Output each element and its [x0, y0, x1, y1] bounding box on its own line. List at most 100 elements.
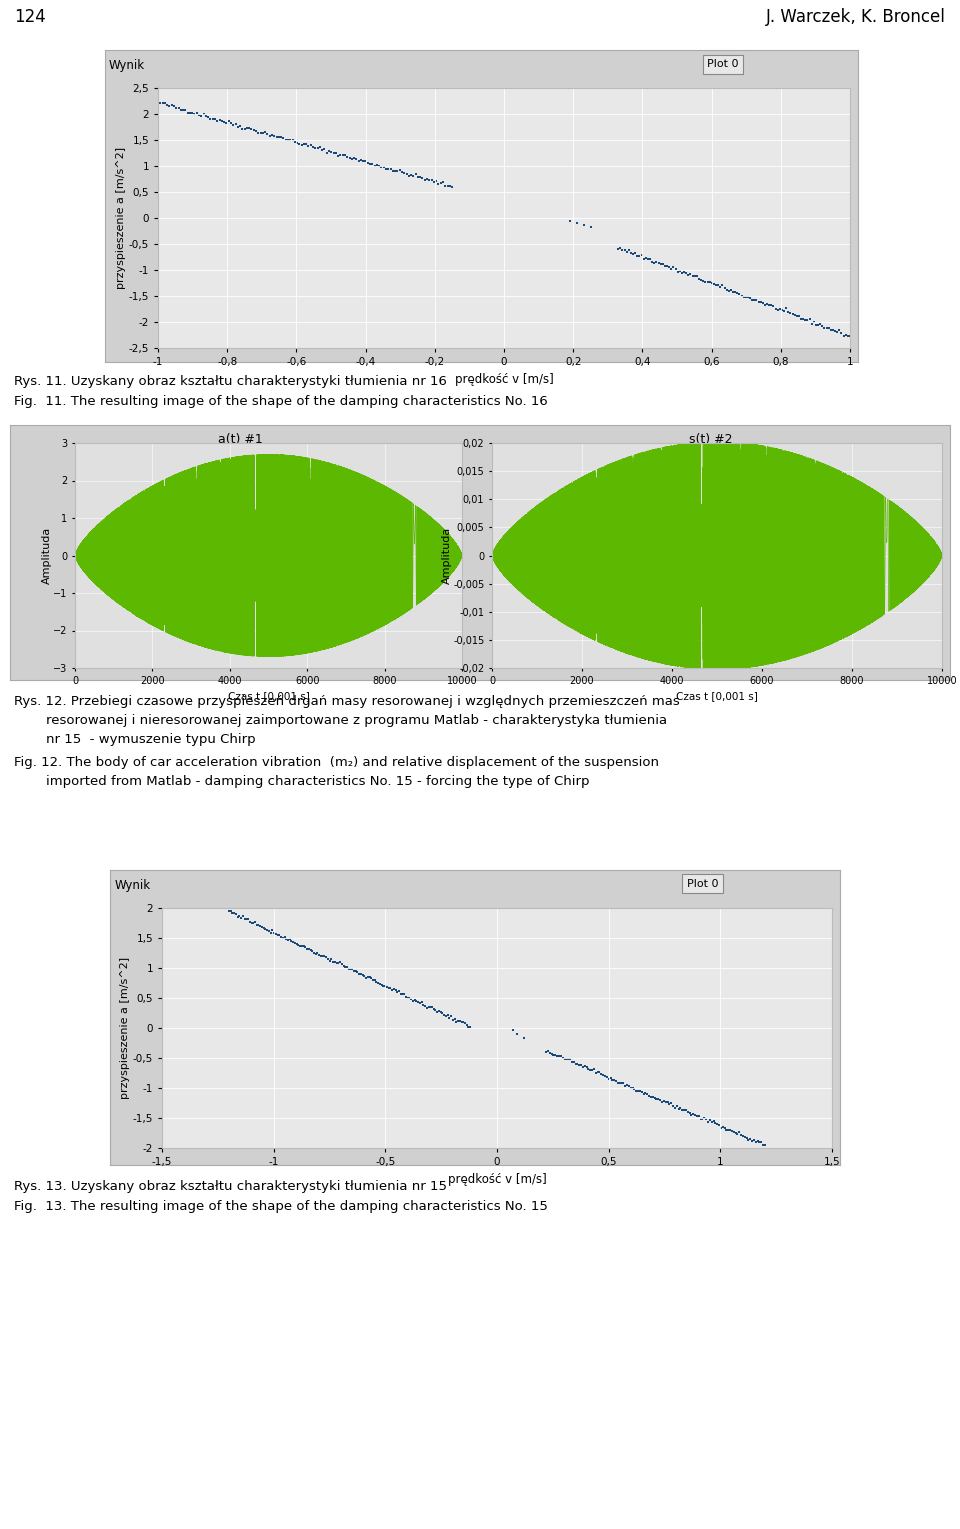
- Point: [661, 255, 677, 280]
- Point: [259, 917, 275, 942]
- Point: [294, 133, 309, 157]
- Point: [655, 1090, 670, 1115]
- Point: [300, 133, 316, 157]
- Point: [738, 284, 754, 309]
- Point: [293, 934, 308, 959]
- Point: [315, 943, 330, 968]
- Point: [649, 249, 664, 274]
- Point: [663, 1092, 679, 1116]
- Point: [228, 112, 243, 136]
- Point: [307, 136, 323, 161]
- Point: [347, 145, 362, 170]
- Point: [403, 162, 419, 187]
- Point: [235, 904, 251, 928]
- Point: [726, 280, 741, 304]
- Point: [226, 113, 241, 138]
- Text: J. Warczek, K. Broncel: J. Warczek, K. Broncel: [766, 8, 946, 26]
- Point: [569, 1052, 585, 1076]
- Point: [233, 907, 249, 931]
- Point: [312, 135, 327, 159]
- Point: [302, 937, 318, 962]
- Point: [285, 128, 300, 153]
- Point: [189, 101, 204, 125]
- Point: [782, 300, 798, 324]
- Point: [612, 1070, 628, 1095]
- Text: Plot 0: Plot 0: [686, 879, 718, 888]
- Text: Fig. 12. The body of car acceleration vibration  (m₂) and relative displacement : Fig. 12. The body of car acceleration vi…: [14, 755, 659, 769]
- Point: [329, 951, 345, 976]
- Point: [579, 1055, 594, 1079]
- Point: [358, 148, 373, 173]
- Point: [304, 939, 320, 963]
- Point: [184, 101, 200, 125]
- Point: [689, 1104, 705, 1128]
- Point: [322, 139, 337, 164]
- Point: [230, 905, 246, 930]
- Point: [262, 124, 277, 148]
- Point: [355, 963, 371, 988]
- Point: [337, 142, 352, 167]
- Point: [330, 951, 346, 976]
- Point: [371, 971, 386, 995]
- Point: [675, 1098, 690, 1122]
- Point: [840, 324, 855, 349]
- Point: [730, 281, 745, 306]
- Point: [306, 940, 322, 965]
- Point: [743, 1127, 758, 1151]
- Point: [759, 292, 775, 317]
- Point: [257, 121, 273, 145]
- Point: [747, 287, 762, 312]
- Text: Wynik: Wynik: [108, 60, 145, 72]
- Point: [733, 1124, 749, 1148]
- Point: [563, 1047, 578, 1072]
- Point: [417, 168, 432, 193]
- Point: [196, 102, 211, 127]
- Point: [651, 1087, 666, 1112]
- Point: [796, 307, 811, 332]
- Point: [834, 321, 850, 346]
- Point: [741, 1127, 756, 1151]
- Point: [412, 991, 427, 1015]
- Point: [505, 1018, 520, 1043]
- Point: [461, 1015, 476, 1040]
- Point: [227, 901, 242, 925]
- Point: [244, 910, 259, 934]
- Point: [180, 101, 195, 125]
- Point: [265, 917, 280, 942]
- Point: [194, 104, 209, 128]
- Point: [330, 144, 346, 168]
- Point: [660, 1090, 675, 1115]
- Point: [413, 165, 428, 190]
- Point: [706, 1109, 721, 1133]
- Point: [663, 257, 679, 281]
- Point: [287, 130, 302, 154]
- Point: [203, 107, 218, 131]
- Point: [752, 1130, 767, 1154]
- Point: [621, 1073, 636, 1098]
- Point: [553, 1043, 568, 1067]
- Point: [588, 1061, 604, 1086]
- Point: [308, 942, 324, 966]
- Point: [756, 1133, 771, 1157]
- Point: [635, 1079, 650, 1104]
- Text: 124: 124: [14, 8, 46, 26]
- Point: [745, 287, 760, 312]
- Point: [335, 142, 350, 167]
- Point: [657, 1089, 672, 1113]
- Point: [640, 246, 656, 271]
- Point: [292, 131, 307, 156]
- Point: [443, 174, 458, 199]
- Point: [385, 159, 400, 183]
- Point: [711, 1113, 727, 1138]
- Point: [800, 307, 815, 332]
- Point: [187, 102, 203, 127]
- Point: [793, 306, 808, 330]
- Point: [357, 963, 372, 988]
- Point: [254, 914, 270, 939]
- Point: [658, 254, 673, 278]
- Point: [713, 1115, 729, 1139]
- Point: [629, 1078, 644, 1102]
- Point: [317, 136, 332, 161]
- Point: [612, 235, 628, 260]
- Point: [280, 928, 296, 953]
